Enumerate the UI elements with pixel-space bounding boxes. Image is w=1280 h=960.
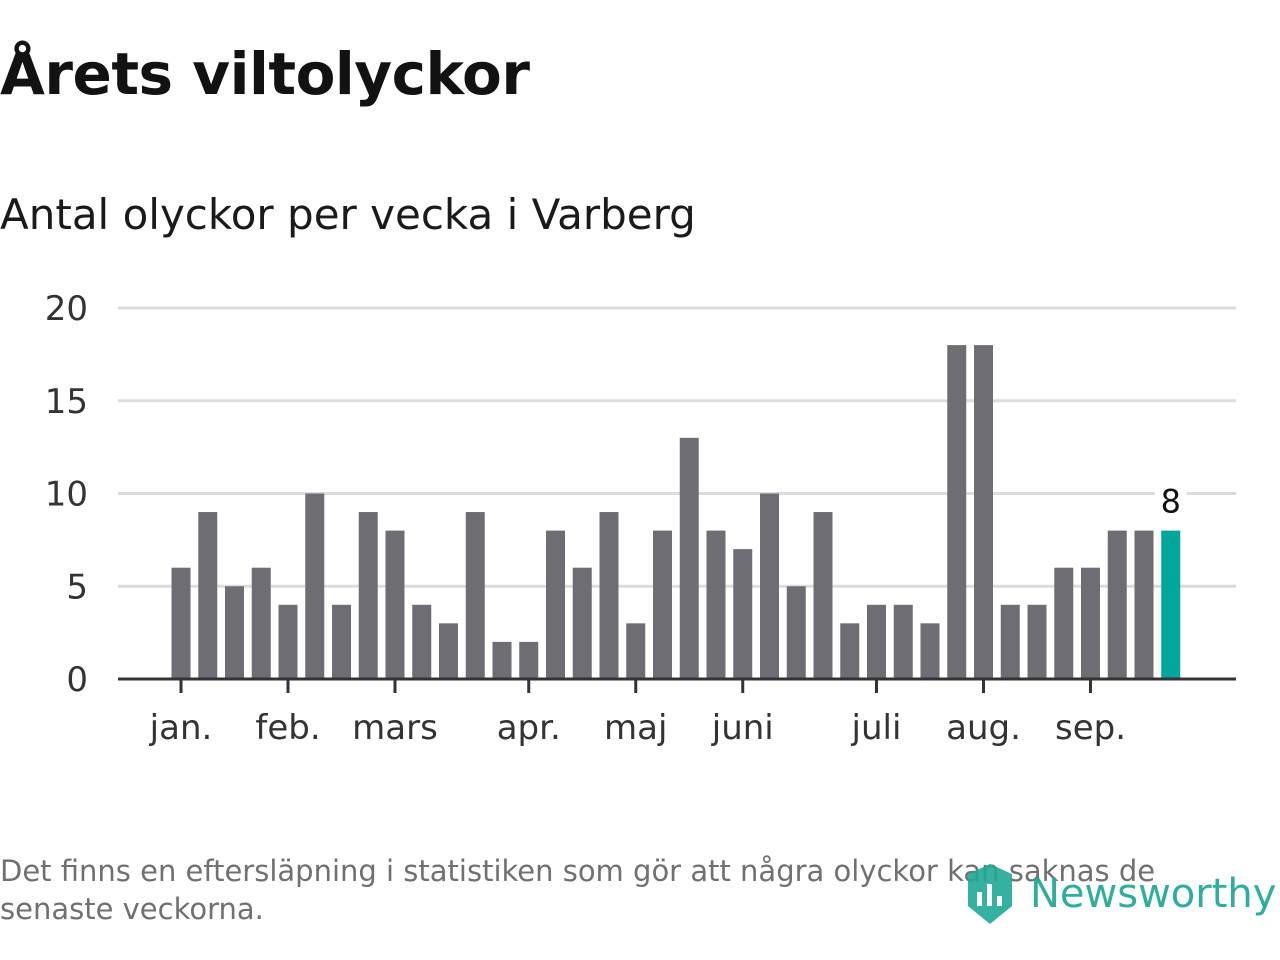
bar: [171, 567, 191, 679]
bar: [198, 512, 218, 679]
bar: [1054, 567, 1074, 679]
bar: [974, 345, 993, 679]
brand-name: Newsworthy: [1030, 871, 1277, 917]
newsworthy-logo-icon: [968, 864, 1012, 924]
x-tick-label: juli: [851, 708, 902, 748]
bar: [813, 512, 833, 679]
chart-subtitle: Antal olyckor per vecka i Varberg: [0, 190, 696, 239]
bar: [1000, 604, 1020, 679]
bar: [1027, 604, 1047, 679]
y-tick-label: 0: [66, 660, 88, 700]
x-tick-label: feb.: [255, 708, 320, 748]
chart-title: Årets viltolyckor: [0, 40, 530, 108]
bar: [947, 345, 967, 679]
bar: [1081, 567, 1100, 679]
data-labels: 8: [1154, 482, 1187, 521]
gridlines: [118, 306, 1236, 588]
bar: [893, 604, 913, 679]
bar: [840, 623, 860, 679]
bar: [679, 437, 699, 679]
x-tick-label: aug.: [946, 708, 1021, 748]
bar: [572, 567, 592, 679]
bar: [439, 623, 458, 679]
bar: [920, 623, 940, 679]
bar: [492, 641, 512, 679]
bar: [1134, 530, 1154, 679]
x-tick-label: sep.: [1055, 708, 1126, 748]
bar: [706, 530, 726, 679]
bar: [332, 604, 351, 679]
bar: [251, 567, 271, 679]
data-label-backdrop: [1154, 482, 1187, 519]
bar: [519, 641, 539, 679]
bar: [305, 493, 325, 679]
bar: [599, 512, 619, 679]
bar: [465, 512, 485, 679]
x-tick-label: mars: [352, 708, 438, 748]
brand-logo: Newsworthy: [964, 862, 1276, 926]
y-tick-label: 20: [45, 289, 88, 329]
x-tick-label: maj: [604, 708, 667, 748]
bar: [1107, 530, 1127, 679]
bar: [358, 512, 378, 679]
x-tick-label: apr.: [497, 708, 561, 748]
y-axis-ticks: 0 5 10 15 20: [45, 289, 88, 700]
bar: [278, 604, 298, 679]
x-axis-ticks: jan. feb. mars apr. maj juni juli aug. sep.: [149, 679, 1126, 748]
y-tick-label: 15: [45, 382, 88, 422]
y-tick-label: 5: [66, 567, 88, 607]
bar: [412, 604, 432, 679]
last-value-label: 8: [1161, 483, 1181, 521]
bar: [733, 549, 753, 679]
x-tick-label: jan.: [149, 708, 213, 748]
bar: [760, 493, 779, 679]
bar: [867, 604, 886, 679]
bar: [786, 586, 806, 679]
bar: [546, 530, 565, 679]
bars: [171, 345, 1181, 679]
bar: [626, 623, 646, 679]
bar-chart: 0 5 10 15 20 jan. feb. mars apr. maj juni juli aug.…: [45, 289, 1236, 748]
bar: [653, 530, 672, 679]
bar: [385, 530, 405, 679]
bar: [225, 586, 244, 679]
footnote: Det finns en eftersläpning i statistiken…: [0, 854, 1156, 926]
bar-highlight: [1161, 530, 1181, 679]
x-tick-label: juni: [711, 708, 774, 748]
y-tick-label: 10: [45, 475, 88, 515]
